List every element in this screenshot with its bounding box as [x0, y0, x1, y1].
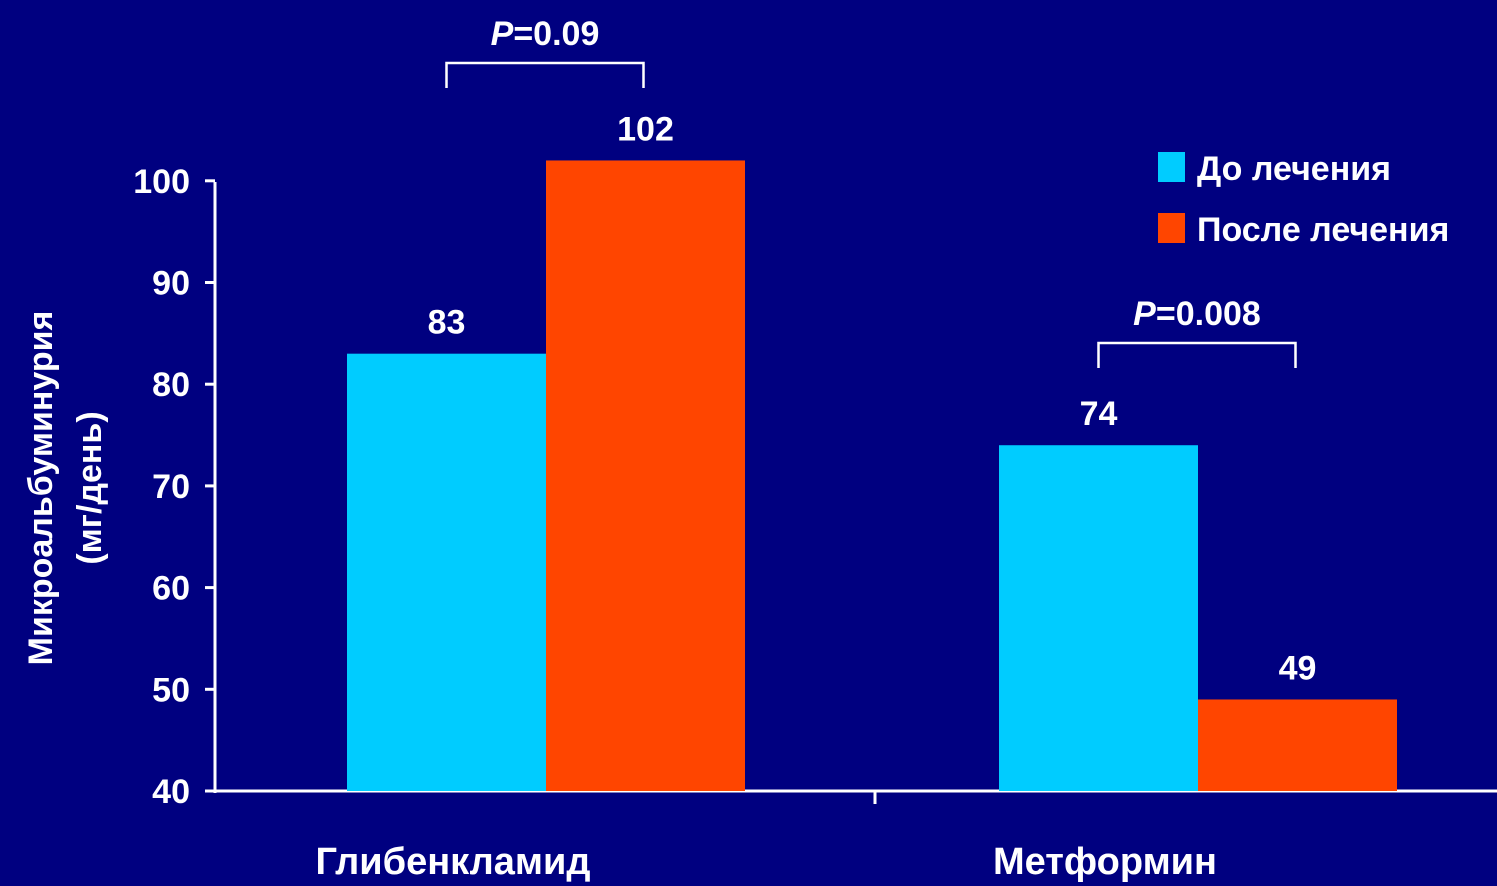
bar-value-label: 49	[1279, 649, 1317, 687]
bar-before-metformin	[999, 445, 1198, 791]
p-symbol: P	[1133, 295, 1156, 333]
legend-label-after: После лечения	[1197, 211, 1449, 249]
y-tick-label-40: 40	[152, 773, 190, 811]
category-label-metformin: Метформин	[993, 841, 1217, 883]
bar-value-label: 74	[1080, 395, 1118, 433]
bar-after-metformin	[1198, 699, 1397, 791]
y-tick-label-100: 100	[133, 163, 190, 201]
p-value: =0.008	[1156, 295, 1261, 333]
significance-bracket	[1097, 341, 1297, 368]
bar-before-glibenclamide	[347, 353, 546, 791]
y-tick-label-50: 50	[152, 671, 190, 709]
p-value: =0.09	[513, 15, 599, 53]
y-tick-label-80: 80	[152, 366, 190, 404]
category-labels: Глибенкламид Метформин	[315, 841, 1217, 883]
y-tick-label-90: 90	[152, 265, 190, 303]
y-axis-label-line-1: Микроальбуминурия	[22, 311, 60, 666]
y-ticks: 40 50 60 70 80 90 100	[133, 163, 215, 811]
bar-value-labels: 83 102 74 49	[428, 110, 1317, 687]
legend-swatch-after	[1158, 213, 1185, 243]
legend-swatch-before	[1158, 152, 1185, 182]
bar-value-label: 102	[617, 110, 674, 148]
bars	[347, 160, 1397, 791]
significance-annotations: P=0.09P=0.008	[445, 15, 1297, 368]
p-value-label: P=0.09	[491, 15, 600, 53]
legend-label-before: До лечения	[1197, 150, 1391, 188]
bar-after-glibenclamide	[546, 160, 745, 791]
category-label-glibenclamide: Глибенкламид	[315, 841, 590, 883]
p-symbol: P	[491, 15, 514, 53]
p-value-label: P=0.008	[1133, 295, 1261, 333]
bar-value-label: 83	[428, 304, 466, 342]
y-axis-label-line-2: (мг/день)	[71, 411, 109, 564]
significance-bracket	[445, 61, 645, 88]
legend: До лечения После лечения	[1158, 150, 1449, 249]
y-tick-label-60: 60	[152, 570, 190, 608]
y-tick-label-70: 70	[152, 468, 190, 506]
